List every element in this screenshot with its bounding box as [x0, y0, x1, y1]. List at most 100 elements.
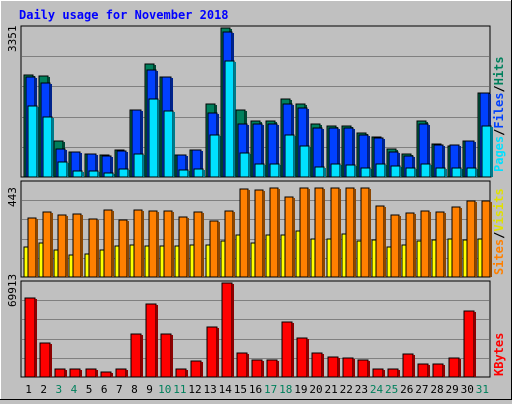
bar-kbytes [190, 360, 202, 378]
bar-pages [390, 165, 401, 178]
bar-sites [420, 210, 430, 278]
legend-visits: Visits [492, 188, 506, 231]
bar-kbytes [357, 359, 369, 378]
bar-sites [284, 196, 294, 278]
bar-kbytes-side [353, 359, 355, 377]
bar-pages-side [98, 172, 100, 177]
bar-sites-side [172, 212, 174, 277]
bar-sites [435, 211, 445, 278]
bar-sites [178, 216, 188, 278]
bar-files-side [474, 142, 476, 177]
bar-kbytes-side [96, 370, 98, 377]
x-tick-label: 20 [309, 383, 322, 396]
legend-middle: Sites/Visits [492, 188, 506, 275]
bar-sites [72, 213, 82, 278]
bar-sites-side [202, 213, 204, 277]
bar-sites-side [369, 189, 371, 277]
x-tick-label: 3 [56, 383, 63, 396]
bar-pages [178, 169, 189, 178]
bar-pages-side [340, 165, 342, 177]
bar-kbytes-side [156, 305, 158, 377]
bar-kbytes [372, 368, 384, 378]
bar-sites-side [475, 202, 477, 277]
legend-top: Pages/Files/Hits [492, 56, 506, 172]
bar-sites-side [293, 198, 295, 277]
bar-sites-side [248, 190, 250, 277]
bar-pages [193, 168, 204, 178]
bar-sites-side [51, 213, 53, 277]
bar-files-side [459, 146, 461, 177]
x-tick-label: 16 [249, 383, 262, 396]
bar-kbytes-side [277, 361, 279, 377]
bar-pages [239, 152, 250, 178]
bar-kbytes-side [247, 354, 249, 377]
bar-pages [42, 116, 53, 178]
bar-sites [330, 187, 340, 278]
bar-pages-side [37, 107, 39, 177]
bar-pages [269, 163, 280, 178]
bar-kbytes [236, 352, 248, 378]
bar-sites-side [490, 202, 492, 277]
bar-kbytes-side [217, 328, 219, 377]
bar-kbytes [417, 363, 429, 378]
bar-kbytes [54, 368, 66, 378]
bar-kbytes [296, 337, 308, 378]
bar-kbytes-side [141, 335, 143, 377]
chart-title: Daily usage for November 2018 [19, 8, 229, 22]
bar-sites-side [142, 211, 144, 277]
bar-pages [284, 134, 295, 178]
x-tick-label: 8 [131, 383, 138, 396]
bar-sites [209, 220, 219, 278]
bar-kbytes [251, 359, 263, 378]
x-tick-label: 28 [430, 383, 443, 396]
bar-files-side [277, 125, 279, 177]
bar-kbytes-side [186, 370, 188, 377]
bar-sites-side [233, 212, 235, 277]
bar-sites [390, 214, 400, 278]
bar-sites [103, 209, 113, 278]
bar-files-side [443, 146, 445, 177]
bar-kbytes-side [111, 373, 113, 377]
bar-kbytes-side [459, 359, 461, 377]
bar-sites [269, 187, 279, 278]
bar-pages-side [264, 165, 266, 177]
panel-3: 69913 [6, 274, 491, 378]
bar-sites-side [444, 213, 446, 277]
bar-sites [163, 210, 173, 278]
bar-pages-side [385, 165, 387, 177]
bar-sites-side [127, 221, 129, 277]
bar-pages [224, 60, 235, 178]
bar-files-side [322, 129, 324, 177]
bar-pages-side [249, 154, 251, 177]
bar-sites [375, 205, 385, 278]
bar-pages [451, 167, 462, 178]
panel-1-y-max-label: 3351 [6, 26, 19, 53]
bar-kbytes-side [171, 335, 173, 377]
bar-sites [42, 211, 52, 278]
bar-kbytes [387, 368, 399, 378]
x-tick-label: 18 [279, 383, 292, 396]
x-axis-labels: 1 2 3 4 5 6 7 8 9 10 11 12 13 14 15 16 17 18 19 20 21 22 23 24 2… [25, 383, 489, 396]
x-tick-label: 29 [446, 383, 459, 396]
bar-pages [254, 163, 265, 178]
bar-pages-side [128, 170, 130, 177]
bar-sites [224, 210, 234, 278]
bar-kbytes-side [126, 370, 128, 377]
bar-files-side [398, 153, 400, 177]
bar-files-side [353, 129, 355, 177]
bar-kbytes-side [428, 365, 430, 377]
bar-pages-side [461, 169, 463, 177]
bar-pages [72, 170, 83, 178]
bar-sites [299, 187, 309, 278]
bar-kbytes-side [398, 370, 400, 377]
bar-files-side [126, 152, 128, 177]
bar-sites [360, 187, 370, 278]
bar-sites-side [460, 208, 462, 277]
bar-files-side [368, 136, 370, 177]
x-tick-label: 10 [158, 383, 171, 396]
bar-kbytes-side [338, 358, 340, 377]
bar-kbytes [327, 356, 339, 378]
bar-pages-side [355, 166, 357, 177]
